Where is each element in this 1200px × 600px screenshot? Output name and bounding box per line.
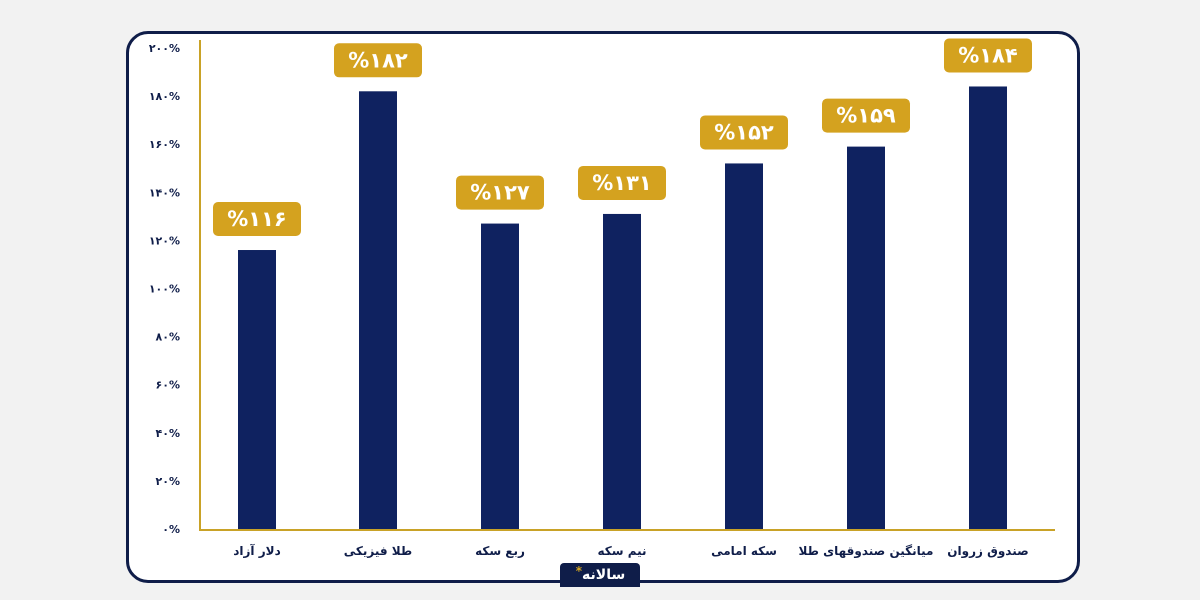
data-label: %۱۵۹ — [836, 104, 896, 128]
data-label: %۱۸۲ — [348, 48, 408, 72]
y-tick-label: ۱۲۰% — [149, 234, 180, 247]
y-tick-label: ۱۶۰% — [149, 138, 180, 151]
bar — [238, 250, 276, 529]
data-label-badge — [213, 202, 301, 237]
y-tick-label: ۰% — [162, 523, 180, 536]
bar — [603, 213, 641, 529]
x-tick-label: دلار آزاد — [233, 543, 280, 558]
data-label-badge — [334, 43, 422, 78]
data-label: %۱۵۲ — [714, 120, 774, 144]
y-tick-label: ۲۰۰% — [149, 42, 180, 55]
bar — [969, 86, 1007, 529]
data-label-badge — [578, 165, 666, 200]
x-tick-label: صندوق زروان — [947, 544, 1028, 559]
y-tick-label: ۱۰۰% — [149, 283, 180, 296]
y-tick-label: ۶۰% — [156, 379, 180, 392]
x-tick-label: طلا فیزیکی — [344, 544, 412, 558]
bar — [481, 223, 519, 529]
y-tick-label: ۴۰% — [156, 427, 180, 440]
y-tick-label: ۱۴۰% — [149, 186, 180, 199]
bar — [725, 163, 763, 529]
data-label: %۱۱۶ — [227, 207, 287, 231]
data-label-badge — [822, 98, 910, 133]
x-tick-label: ربع سکه — [475, 544, 525, 558]
bar — [359, 91, 397, 529]
y-tick-label: ۱۸۰% — [149, 90, 180, 103]
period-marker: * — [575, 564, 583, 578]
data-label: %۱۲۷ — [470, 181, 530, 205]
period-label: سالانه — [582, 567, 626, 583]
data-label-badge — [700, 115, 788, 150]
y-tick-label: ۸۰% — [156, 331, 180, 344]
x-tick-label: سکه امامی — [711, 544, 777, 558]
data-label-badge — [456, 175, 544, 210]
period-tag: سالانه * — [560, 563, 640, 587]
x-tick-label: میانگین صندوقهای طلا — [799, 544, 934, 559]
bar — [847, 146, 885, 530]
data-label: %۱۸۴ — [958, 43, 1018, 67]
data-label: %۱۳۱ — [592, 171, 652, 195]
y-tick-label: ۲۰% — [156, 475, 180, 488]
x-tick-label: نیم سکه — [597, 544, 646, 558]
data-label-badge — [944, 38, 1032, 73]
